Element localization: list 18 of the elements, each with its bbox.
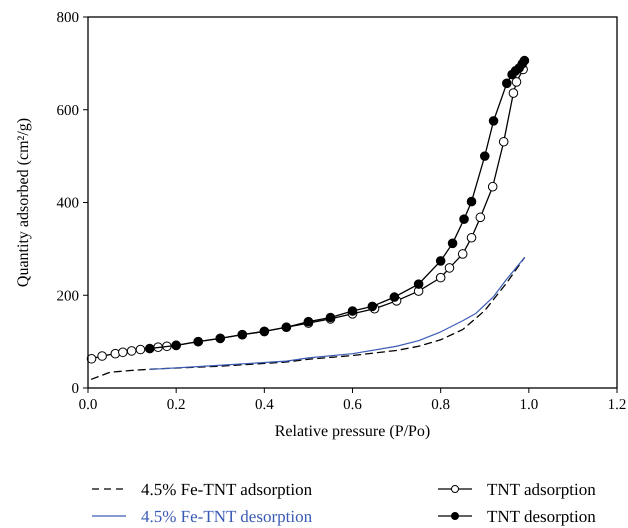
x-tick-label: 0.2 [166,397,186,413]
legend-label: 4.5% Fe-TNT desorption [141,507,313,526]
y-tick-label: 800 [56,10,79,26]
legend-label: 4.5% Fe-TNT adsorption [141,480,313,499]
x-tick-label: 0.4 [254,397,274,413]
y-tick-label: 0 [72,381,79,397]
y-axis-title: Quantity adsorbed (cm²/g) [15,118,32,288]
x-tick-label: 0.8 [431,397,450,413]
y-tick-label: 400 [56,196,79,212]
legend-label: TNT desorption [487,507,596,526]
x-tick-label: 0.0 [78,397,98,413]
y-tick-label: 200 [56,288,79,304]
x-tick-label: 0.6 [343,397,362,413]
y-tick-label: 600 [56,102,79,119]
x-axis-title: Relative pressure (P/Po) [274,423,430,440]
legend-label: TNT adsorption [487,480,596,499]
x-tick-label: 1.2 [608,397,626,413]
x-tick-label: 1.0 [519,397,538,413]
